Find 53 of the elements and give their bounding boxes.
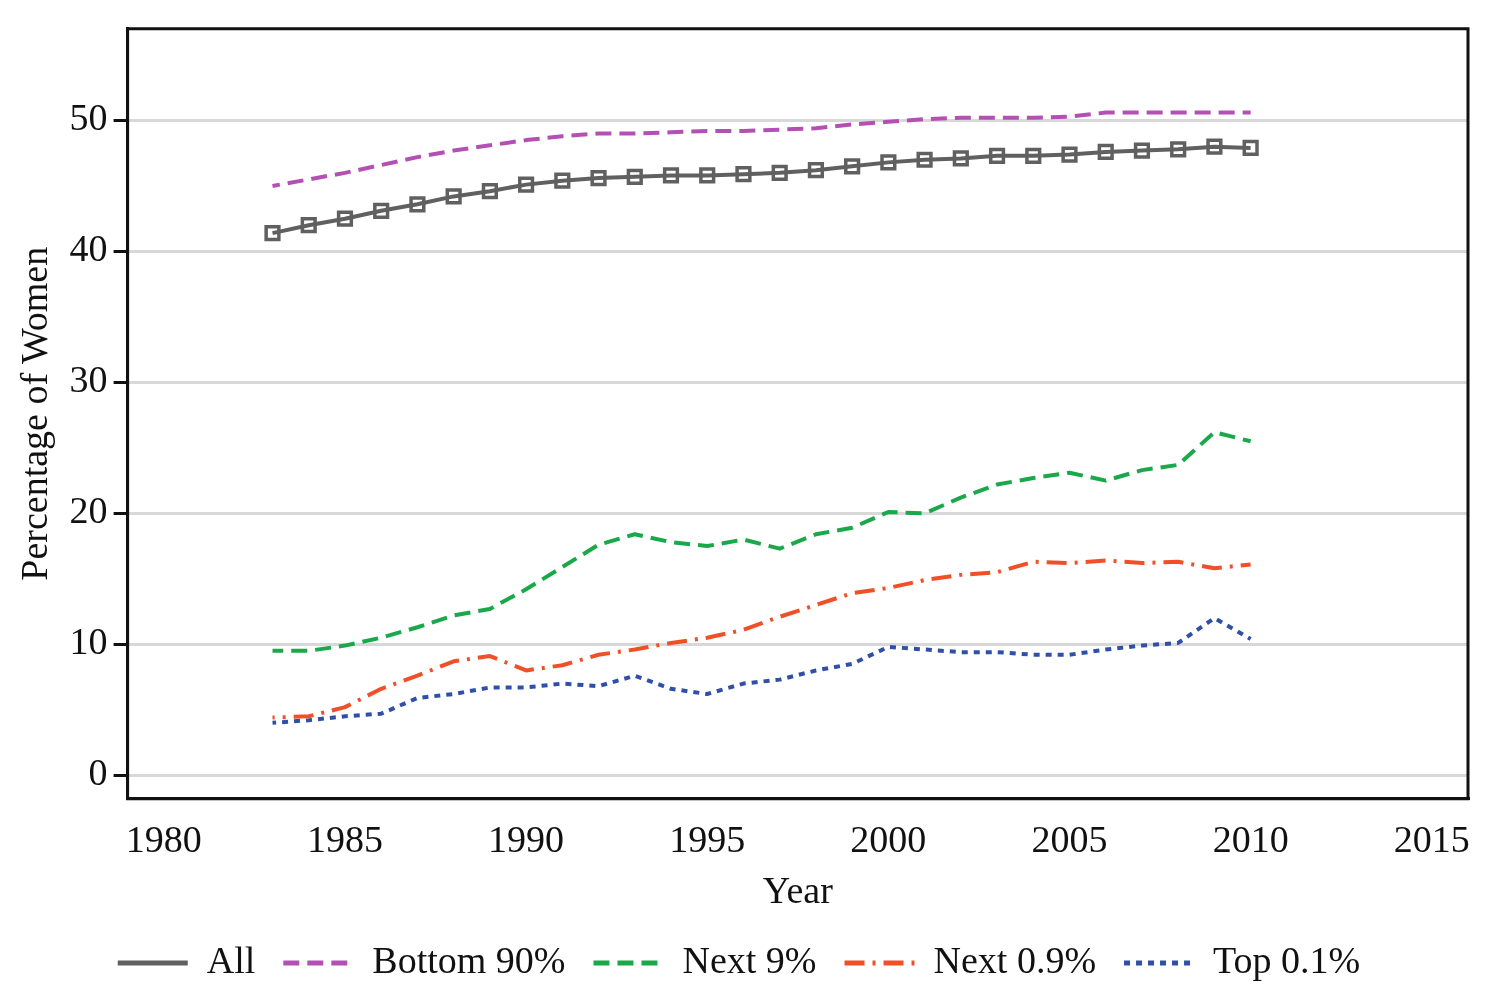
point: [590, 169, 607, 187]
line-series: [270, 110, 1253, 188]
point: [662, 167, 680, 184]
legend-label: Next 0.9%: [933, 938, 1097, 981]
legend-label: Next 9%: [682, 938, 817, 981]
x-tick-label: 1990: [488, 817, 565, 860]
y-tick-label: 30: [69, 358, 108, 401]
point: [771, 164, 788, 181]
point: [1170, 141, 1187, 158]
line-series: [270, 430, 1253, 653]
y-tick-label: 50: [69, 96, 108, 139]
point: [409, 196, 426, 213]
point: [1242, 139, 1259, 157]
point: [336, 210, 354, 227]
point: [481, 183, 498, 200]
x-tick-label: 1985: [306, 817, 383, 860]
point: [880, 154, 897, 171]
point: [554, 172, 571, 189]
y-tick-label: 40: [69, 227, 108, 270]
point: [1133, 142, 1151, 159]
point: [952, 150, 969, 167]
point: [916, 151, 933, 168]
point: [264, 224, 281, 242]
point: [300, 217, 317, 234]
point: [373, 202, 390, 219]
x-tick-label: 2010: [1212, 817, 1289, 860]
y-axis-title: Percentage of Women: [12, 246, 55, 581]
point: [807, 162, 825, 179]
legend-label: Top 0.1%: [1213, 938, 1361, 981]
point: [1025, 147, 1042, 164]
point: [844, 158, 861, 175]
legend-label: All: [206, 938, 256, 981]
x-axis-title: Year: [762, 869, 834, 912]
line-series: [270, 558, 1253, 720]
y-tick-label: 10: [69, 620, 108, 663]
point: [1206, 138, 1223, 155]
x-tick-label: 1995: [669, 817, 746, 860]
y-tick-label: 20: [69, 489, 108, 532]
point: [626, 168, 643, 185]
x-tick-label: 2005: [1031, 817, 1108, 860]
point: [1097, 143, 1114, 161]
x-tick-label: 2015: [1393, 817, 1470, 860]
point: [699, 167, 716, 184]
point: [735, 166, 752, 183]
point: [1061, 146, 1078, 163]
x-tick-label: 2000: [850, 817, 927, 860]
point: [988, 147, 1006, 164]
point: [517, 176, 535, 193]
point: [445, 188, 462, 205]
y-tick-label: 0: [88, 751, 108, 794]
legend-label: Bottom 90%: [372, 938, 566, 981]
x-tick-label: 1980: [125, 817, 202, 860]
line-series: [270, 616, 1253, 725]
